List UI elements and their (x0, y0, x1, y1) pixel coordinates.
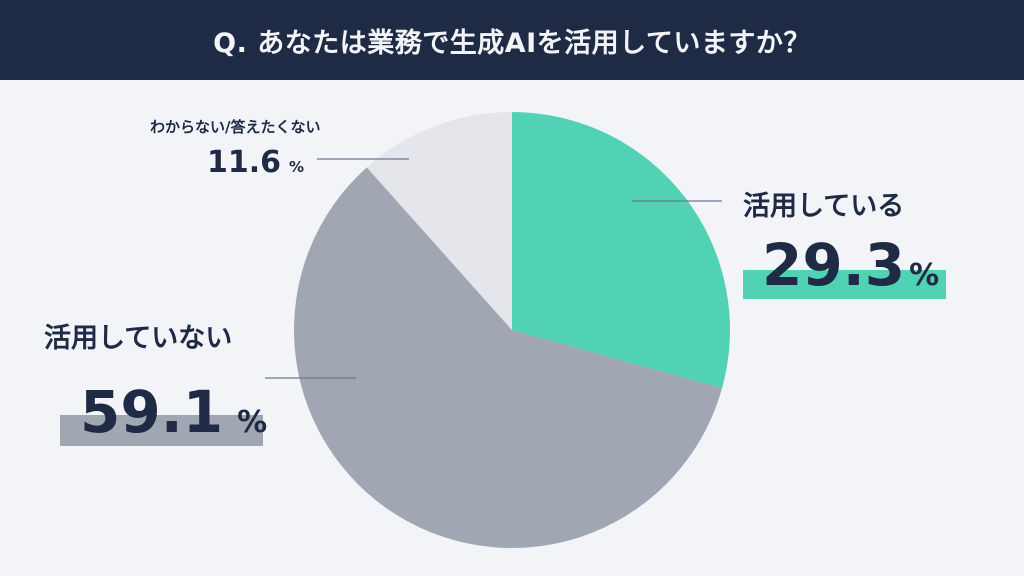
value-unknown-unit: % (289, 158, 305, 176)
label-unknown: わからない/答えたくない (150, 118, 321, 136)
highlight-bar-not-using (60, 415, 263, 446)
value-not-using-unit: % (237, 405, 268, 440)
value-using-unit: % (909, 258, 940, 293)
value-using: 29.3 % (762, 236, 939, 294)
value-unknown-number: 11.6 (207, 145, 282, 180)
pie-slice-using (512, 112, 730, 389)
header-bar: Q. あなたは業務で生成AIを活用していますか？ (0, 0, 1024, 80)
value-using-number: 29.3 (762, 231, 906, 299)
pie-slice-unknown (366, 112, 512, 330)
value-unknown: 11.6 % (207, 148, 304, 178)
label-using: 活用している (743, 191, 905, 222)
value-not-using: 59.1 % (80, 383, 267, 441)
label-not-using: 活用していない (44, 323, 233, 354)
question-title: Q. あなたは業務で生成AIを活用していますか？ (213, 27, 811, 59)
value-not-using-number: 59.1 (80, 378, 224, 446)
highlight-bar-using (743, 270, 946, 299)
pie-slice-not-using (293, 167, 723, 549)
